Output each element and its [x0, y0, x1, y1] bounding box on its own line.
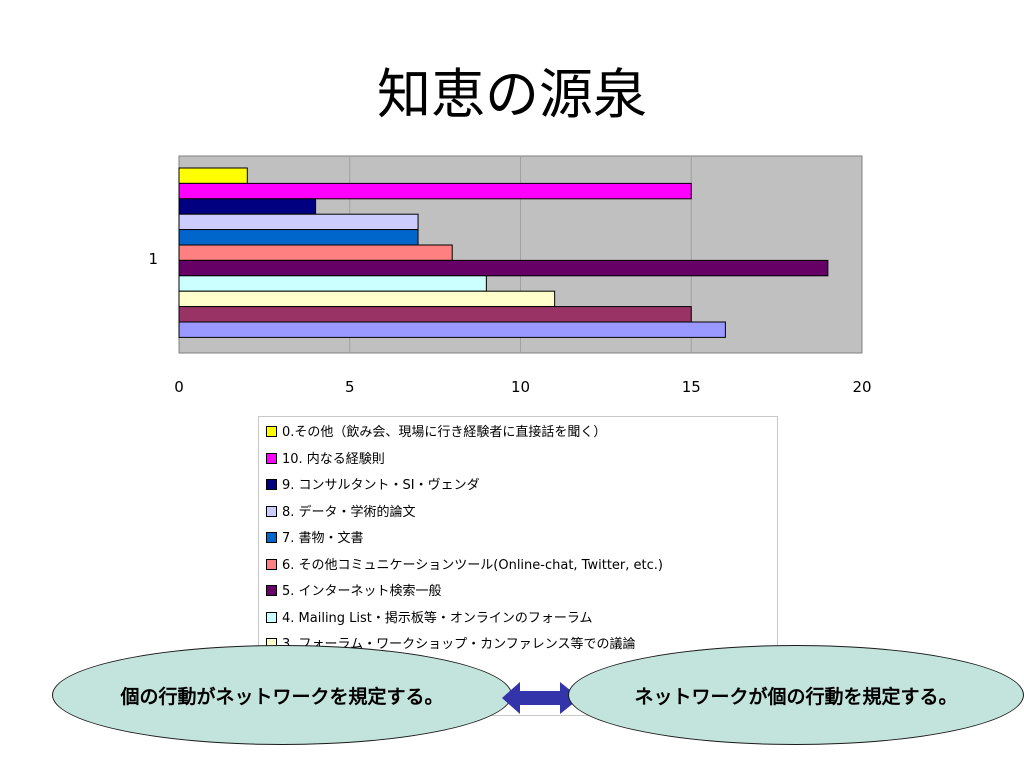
legend-label: 4. Mailing List・掲示板等・オンラインのフォーラム [282, 610, 593, 626]
bar-chart: 0 5 10 15 20 1 [148, 155, 872, 396]
legend-label: 0.その他（飲み会、現場に行き経験者に直接話を聞く） [282, 425, 607, 440]
legend-swatch [266, 426, 277, 437]
legend-swatch [266, 585, 277, 596]
legend-item: 9. コンサルタント・SI・ヴェンダ [266, 475, 480, 497]
bar [178, 259, 829, 277]
x-tick-label: 10 [511, 378, 530, 396]
legend-swatch [266, 558, 277, 570]
legend-label: 9. コンサルタント・SI・ヴェンダ [282, 478, 480, 493]
legend-item: 7. 書物・文書 [266, 528, 364, 550]
legend-swatch [266, 479, 277, 490]
legend-item: 8. データ・学術的論文 [266, 502, 416, 524]
bar [178, 290, 556, 308]
legend-label: 10. 内なる経験則 [282, 451, 385, 467]
x-tick-label: 5 [345, 378, 355, 396]
legend-swatch [266, 452, 277, 464]
legend-item: 6. その他コミュニケーションツール(Online-chat, Twitter,… [266, 555, 663, 577]
legend-item: 10. 内なる経験則 [266, 449, 385, 471]
double-arrow-icon [502, 682, 580, 714]
bar [178, 213, 419, 231]
bar [178, 306, 692, 323]
x-axis-ticks: 0 5 10 15 20 [174, 378, 871, 396]
bars [178, 167, 829, 338]
legend-label: 6. その他コミュニケーションツール(Online-chat, Twitter,… [282, 557, 663, 573]
legend-item: 5. インターネット検索一般 [266, 581, 442, 603]
x-tick-label: 0 [174, 378, 184, 396]
legend-item: 0.その他（飲み会、現場に行き経験者に直接話を聞く） [266, 422, 606, 444]
legend-swatch [266, 611, 277, 623]
legend: 0.その他（飲み会、現場に行き経験者に直接話を聞く） 10. 内なる経験則 9. コ… [258, 416, 778, 716]
legend-label: 7. 書物・文書 [282, 531, 364, 546]
legend-label: 5. インターネット検索一般 [282, 584, 442, 599]
legend-swatch [266, 532, 277, 543]
x-tick-label: 20 [852, 378, 871, 396]
x-tick-label: 15 [682, 378, 701, 396]
legend-item: 4. Mailing List・掲示板等・オンラインのフォーラム [266, 608, 593, 630]
bar [178, 182, 692, 200]
bar [178, 198, 317, 215]
bar [178, 244, 453, 261]
legend-swatch [266, 505, 277, 517]
bar [178, 167, 248, 184]
category-label: 1 [148, 250, 158, 268]
callout-right: ネットワークが個の行動を規定する。 [568, 645, 1024, 745]
bar [178, 229, 419, 246]
slide-title: 知恵の源泉 [377, 63, 647, 126]
bar [178, 321, 726, 338]
callout-left: 個の行動がネットワークを規定する。 [52, 645, 512, 745]
bar [178, 275, 487, 292]
legend-label: 8. データ・学術的論文 [282, 504, 416, 520]
